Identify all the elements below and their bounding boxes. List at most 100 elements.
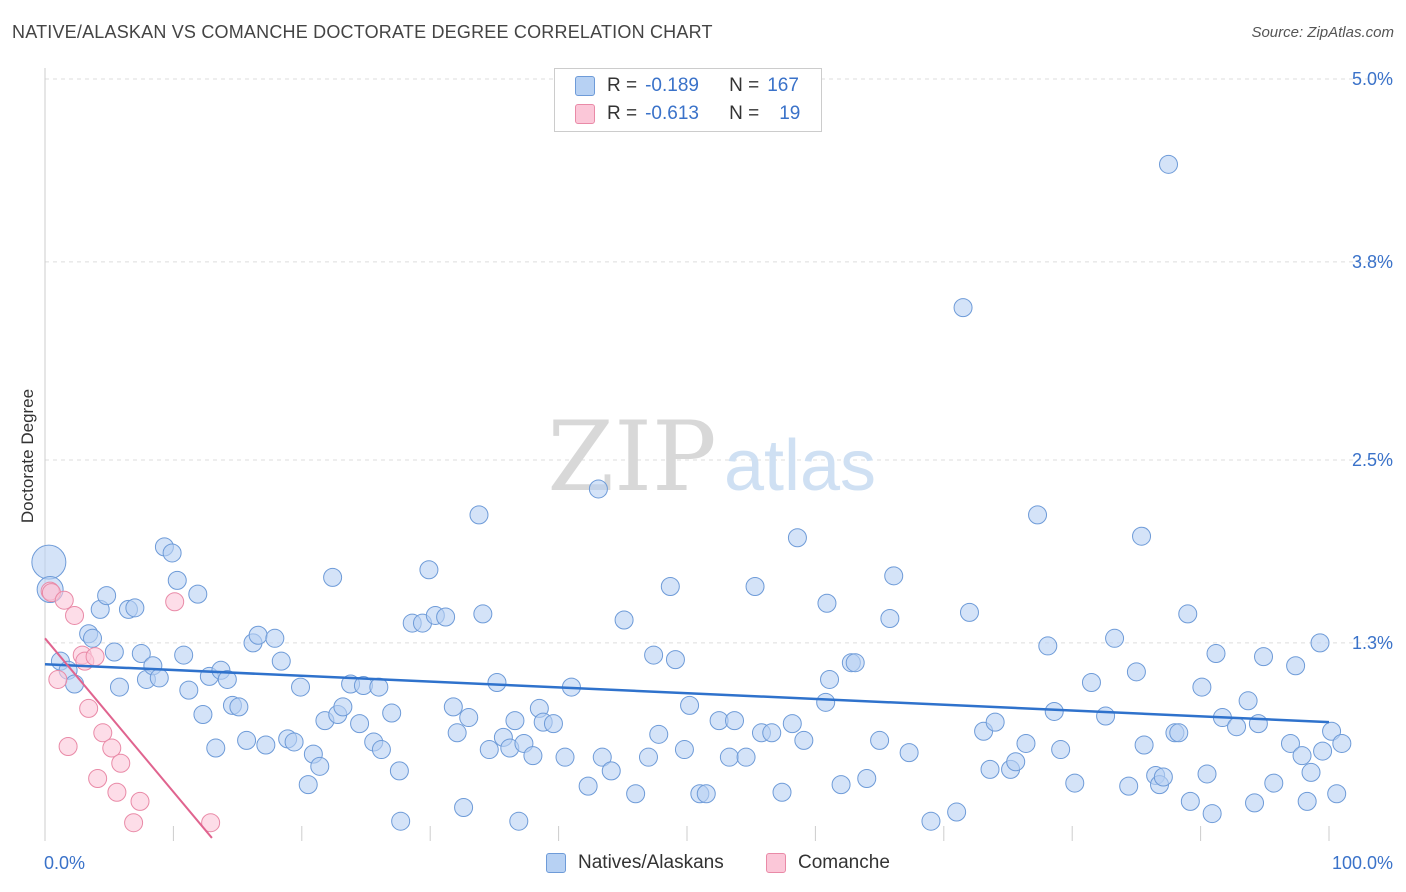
natives-alaskans-point xyxy=(588,479,608,499)
natives-alaskans-point xyxy=(509,811,529,831)
natives-alaskans-point xyxy=(601,761,621,781)
natives-alaskans-point xyxy=(555,747,575,767)
comanche-point xyxy=(48,669,68,689)
natives-alaskans-point xyxy=(762,723,782,743)
natives-alaskans-point xyxy=(265,628,285,648)
legend-swatch-pink xyxy=(766,853,786,873)
natives-alaskans-point xyxy=(1227,717,1247,737)
natives-alaskans-point xyxy=(696,784,716,804)
natives-alaskans-point xyxy=(104,642,124,662)
natives-alaskans-point xyxy=(1044,701,1064,721)
natives-alaskans-point xyxy=(291,677,311,697)
natives-alaskans-point xyxy=(473,604,493,624)
grid-lines xyxy=(45,78,1392,644)
comanche-point xyxy=(130,791,150,811)
trend-lines xyxy=(44,637,1330,839)
natives-alaskans-point xyxy=(884,566,904,586)
natives-alaskans-point xyxy=(479,740,499,760)
legend-row-comanche: R = -0.613 N = 19 xyxy=(575,102,800,126)
correlation-legend: R = -0.189 N = 167 R = -0.613 N = 19 xyxy=(554,68,822,132)
y-tick-label: 2.5% xyxy=(1352,450,1393,470)
natives-alaskans-point xyxy=(256,735,276,755)
natives-alaskans-point xyxy=(271,651,291,671)
natives-alaskans-point xyxy=(1202,804,1222,824)
watermark-zip: ZIP xyxy=(547,401,716,513)
natives-alaskans-point xyxy=(1313,741,1333,761)
natives-alaskans-point xyxy=(816,692,836,712)
watermark: ZIP atlas xyxy=(547,401,876,513)
natives-alaskans-point xyxy=(1245,793,1265,813)
natives-alaskans-point xyxy=(419,560,439,580)
natives-alaskans-point xyxy=(745,576,765,596)
natives-alaskans-point xyxy=(817,593,837,613)
legend-n-label: N = xyxy=(729,75,760,96)
natives-alaskans-point xyxy=(125,598,145,618)
natives-alaskans-point xyxy=(167,570,187,590)
natives-alaskans-point xyxy=(921,811,941,831)
natives-alaskans-point xyxy=(831,775,851,795)
legend-item-comanche: Comanche xyxy=(766,852,890,874)
natives-alaskans-point xyxy=(391,811,411,831)
natives-alaskans-point xyxy=(1332,733,1352,753)
natives-alaskans-point xyxy=(323,567,343,587)
natives-alaskans-point xyxy=(371,740,391,760)
natives-alaskans-point xyxy=(880,608,900,628)
natives-alaskans-point xyxy=(188,584,208,604)
natives-alaskans-point xyxy=(772,782,792,802)
natives-alaskans-point xyxy=(1180,791,1200,811)
natives-alaskans-point xyxy=(953,298,973,318)
x-tick-labels: 0.0% 100.0% xyxy=(44,853,1393,873)
legend-r-value: -0.613 xyxy=(645,103,699,124)
natives-alaskans-point xyxy=(1292,746,1312,766)
natives-alaskans-point xyxy=(1081,673,1101,693)
natives-alaskans-point xyxy=(1254,647,1274,667)
natives-alaskans-point xyxy=(149,668,169,688)
natives-alaskans-point xyxy=(1197,764,1217,784)
natives-alaskans-point xyxy=(614,610,634,630)
natives-alaskans-point xyxy=(284,732,304,752)
natives-alaskans-point xyxy=(333,697,353,717)
natives-alaskans-point xyxy=(193,705,213,725)
watermark-atlas: atlas xyxy=(724,426,876,506)
natives-alaskans-point xyxy=(217,669,237,689)
natives-alaskans-point xyxy=(870,730,890,750)
legend-n-value: 19 xyxy=(779,103,801,124)
natives-alaskans-point xyxy=(206,738,226,758)
natives-alaskans-point xyxy=(179,680,199,700)
comanche-point xyxy=(93,723,113,743)
natives-alaskans-point xyxy=(447,723,467,743)
natives-alaskans-point xyxy=(1238,691,1258,711)
natives-alaskans-point xyxy=(109,677,129,697)
natives-alaskans-point xyxy=(1126,662,1146,682)
natives-alaskans-point xyxy=(1016,733,1036,753)
natives-alaskans-point xyxy=(31,544,67,580)
comanche-point xyxy=(165,592,185,612)
natives-alaskans-point xyxy=(626,784,646,804)
comanche-point xyxy=(201,813,221,833)
chart-title: NATIVE/ALASKAN VS COMANCHE DOCTORATE DEG… xyxy=(12,22,713,42)
natives-alaskans-point xyxy=(1301,762,1321,782)
legend-r-value: -0.189 xyxy=(645,75,699,96)
legend-r-label: R = xyxy=(607,75,638,96)
natives-alaskans-point xyxy=(1264,773,1284,793)
source-credit: Source: ZipAtlas.com xyxy=(1251,24,1394,41)
legend-item-natives: Natives/Alaskans xyxy=(546,852,724,874)
axes xyxy=(44,68,1330,841)
y-tick-labels: 1.3% 2.5% 3.8% 5.0% xyxy=(1352,69,1393,653)
natives-alaskans-point xyxy=(1119,776,1139,796)
natives-alaskans-point xyxy=(947,802,967,822)
natives-alaskans-point xyxy=(899,743,919,763)
natives-alaskans-point xyxy=(719,747,739,767)
natives-alaskans-point xyxy=(578,776,598,796)
natives-alaskans-point xyxy=(248,625,268,645)
comanche-point xyxy=(85,647,105,667)
natives-alaskans-point xyxy=(65,674,85,694)
legend-n-value: 167 xyxy=(767,75,799,96)
natives-alaskans-point xyxy=(174,645,194,665)
natives-alaskans-point xyxy=(1280,733,1300,753)
natives-alaskans-point xyxy=(505,711,525,731)
natives-alaskans-point xyxy=(454,797,474,817)
natives-alaskans-point xyxy=(459,708,479,728)
natives-alaskans-point xyxy=(1159,154,1178,174)
natives-alaskans-point xyxy=(1051,740,1071,760)
